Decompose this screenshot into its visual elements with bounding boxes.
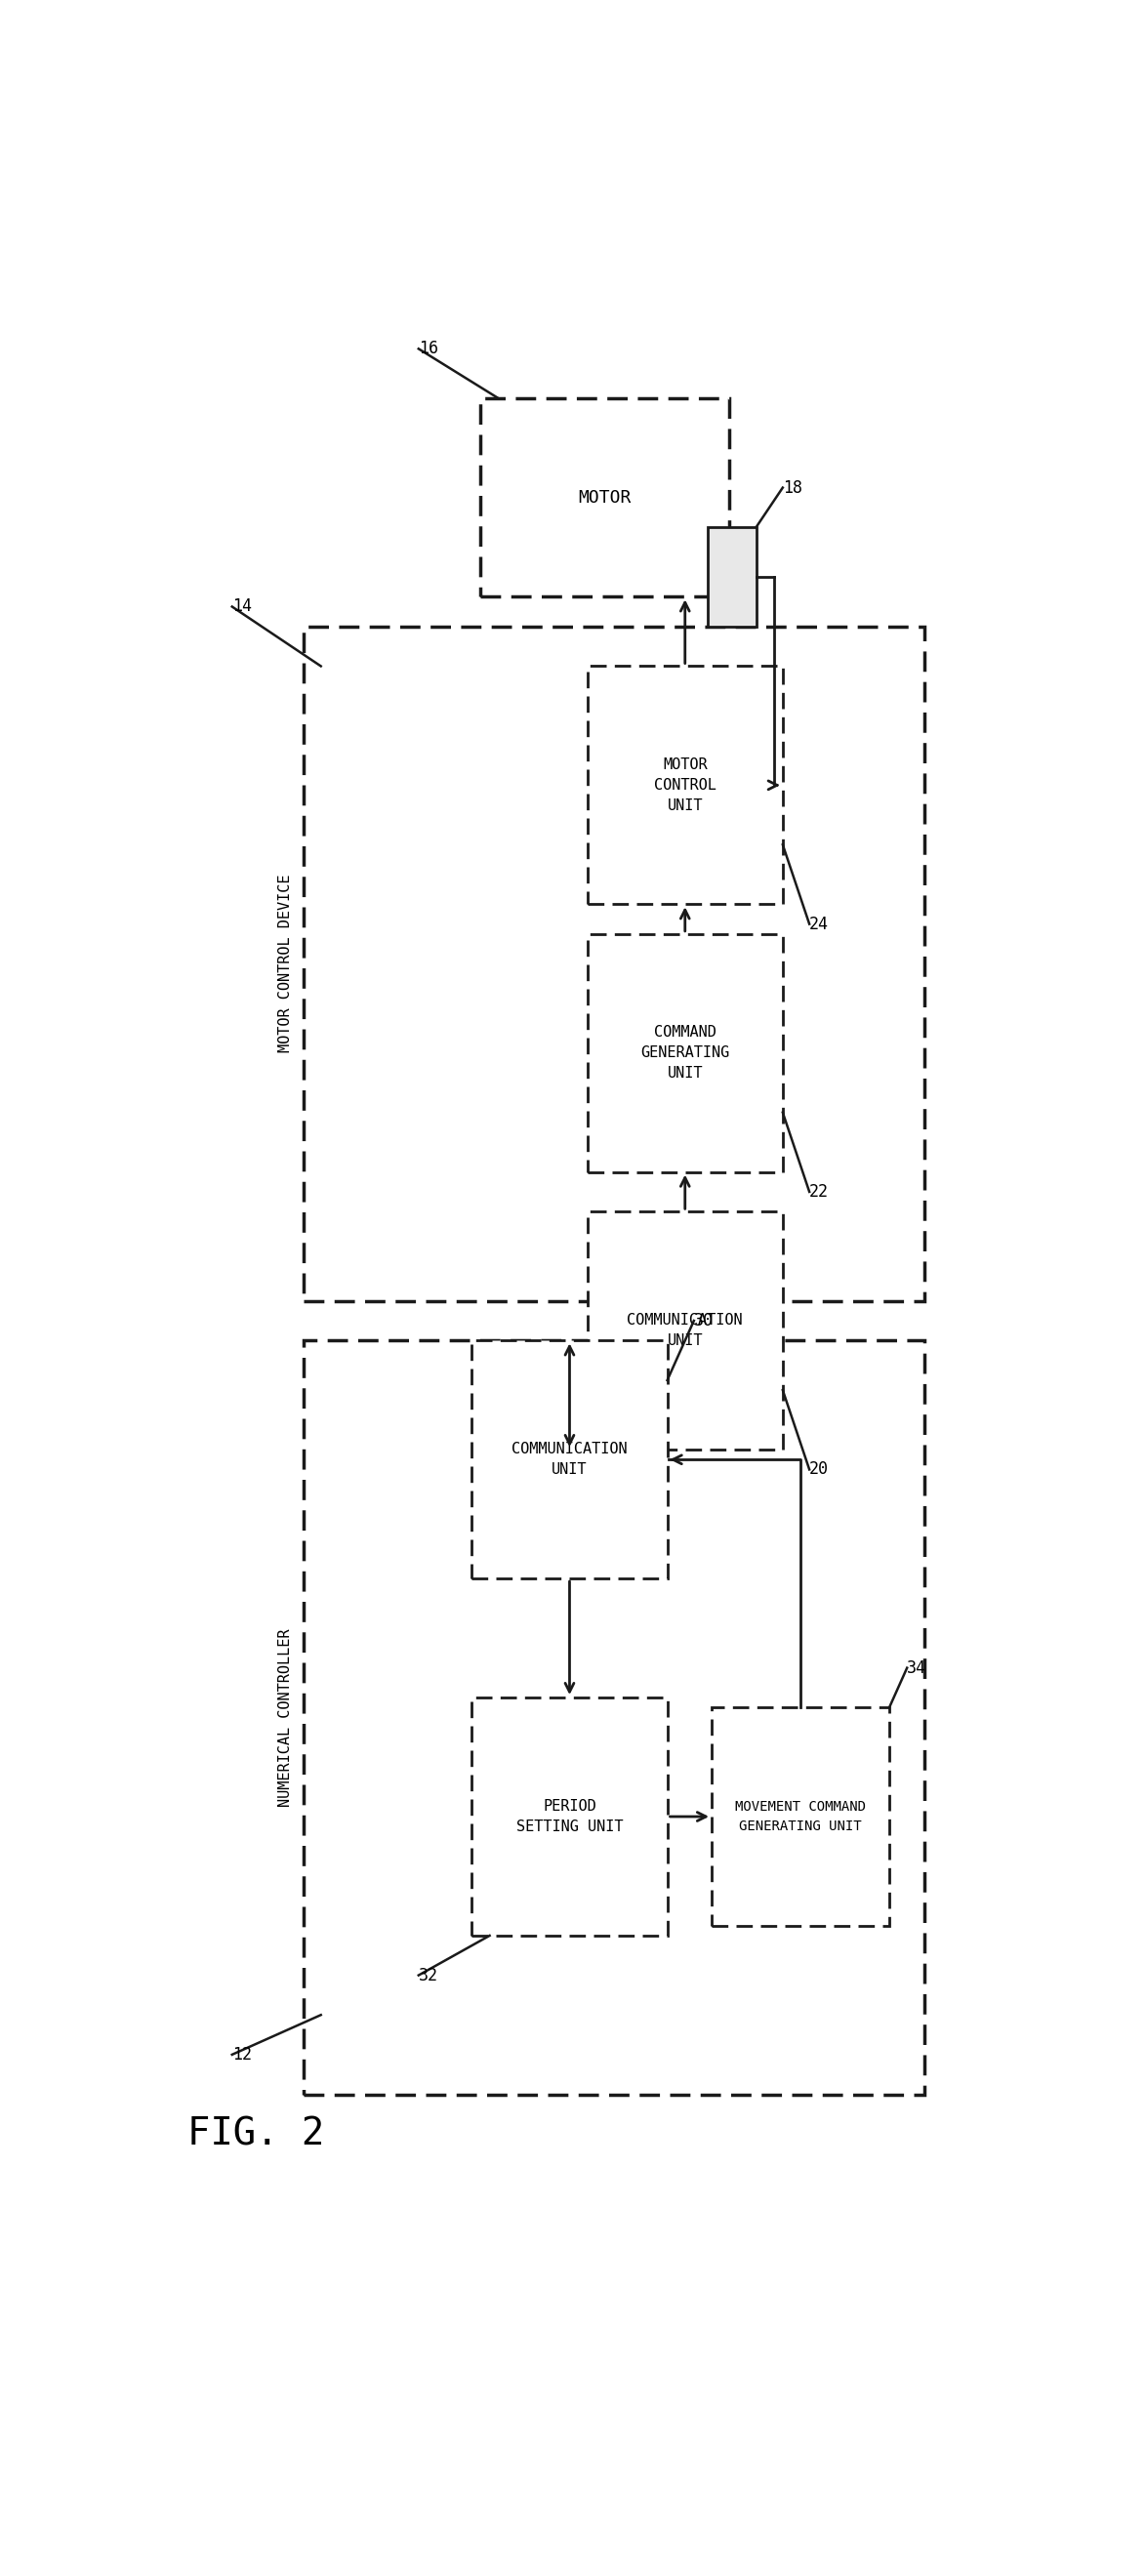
Text: PERIOD
SETTING UNIT: PERIOD SETTING UNIT xyxy=(516,1798,623,1834)
Text: 18: 18 xyxy=(783,479,802,497)
Bar xyxy=(712,1708,889,1927)
Text: MOVEMENT COMMAND
GENERATING UNIT: MOVEMENT COMMAND GENERATING UNIT xyxy=(735,1801,866,1834)
Bar xyxy=(303,626,925,1301)
Bar xyxy=(303,1340,925,2094)
Text: 34: 34 xyxy=(908,1659,927,1677)
Text: COMMUNICATION
UNIT: COMMUNICATION UNIT xyxy=(511,1443,628,1476)
Bar xyxy=(588,935,783,1172)
Text: 22: 22 xyxy=(809,1182,829,1200)
Text: COMMAND
GENERATING
UNIT: COMMAND GENERATING UNIT xyxy=(641,1025,730,1082)
Text: MOTOR CONTROL DEVICE: MOTOR CONTROL DEVICE xyxy=(278,876,292,1054)
Bar xyxy=(707,528,756,626)
Text: 32: 32 xyxy=(418,1965,438,1984)
Bar xyxy=(481,399,730,598)
Text: 14: 14 xyxy=(231,598,252,616)
Bar xyxy=(472,1340,667,1579)
Text: MOTOR
CONTROL
UNIT: MOTOR CONTROL UNIT xyxy=(654,757,716,814)
Text: NUMERICAL CONTROLLER: NUMERICAL CONTROLLER xyxy=(278,1628,292,1806)
Text: 20: 20 xyxy=(809,1461,829,1479)
Text: 12: 12 xyxy=(231,2045,252,2063)
Text: COMMUNICATION
UNIT: COMMUNICATION UNIT xyxy=(627,1314,743,1347)
Text: MOTOR: MOTOR xyxy=(579,489,631,507)
Text: 24: 24 xyxy=(809,914,829,933)
Text: 16: 16 xyxy=(418,340,438,358)
Bar xyxy=(588,667,783,904)
Bar xyxy=(588,1211,783,1450)
Text: FIG. 2: FIG. 2 xyxy=(188,2115,324,2154)
Text: 30: 30 xyxy=(694,1311,714,1329)
Bar xyxy=(472,1698,667,1935)
